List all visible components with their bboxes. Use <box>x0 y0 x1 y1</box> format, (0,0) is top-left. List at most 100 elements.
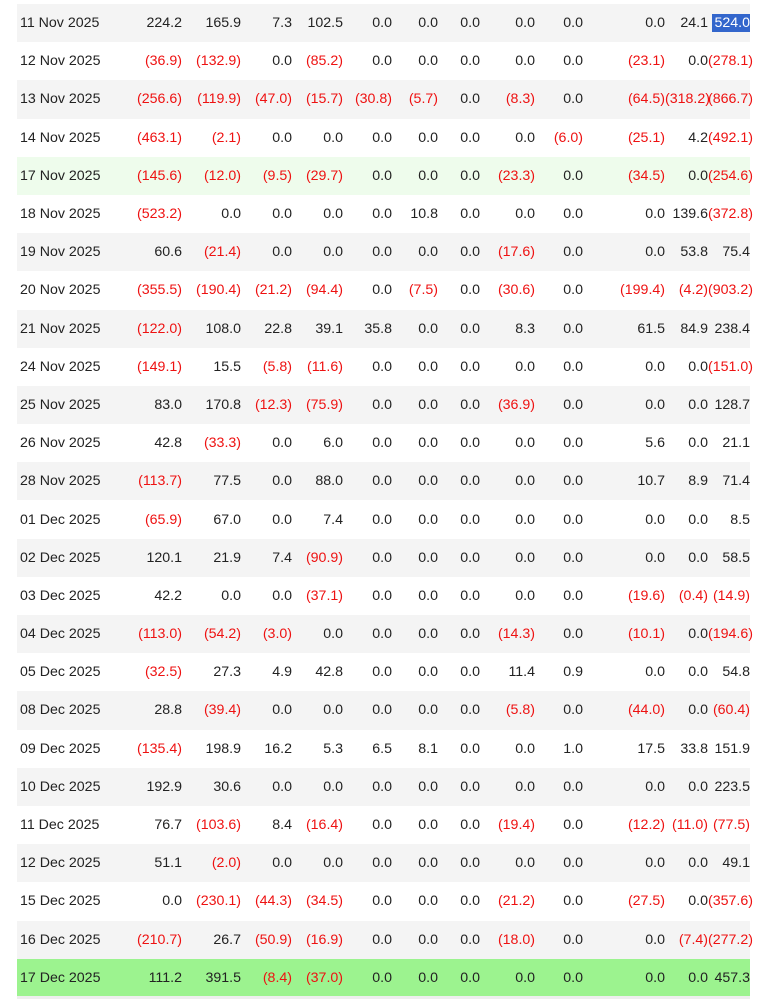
value-cell[interactable]: 0.0 <box>418 129 438 146</box>
value-cell[interactable]: 1.0 <box>563 740 583 757</box>
value-cell[interactable]: 0.0 <box>563 435 583 452</box>
value-cell[interactable]: 0.0 <box>515 855 535 872</box>
value-cell[interactable]: 84.9 <box>680 320 708 337</box>
value-cell[interactable]: (135.4) <box>137 740 182 757</box>
value-cell[interactable]: (23.1) <box>627 53 665 70</box>
value-cell[interactable]: (463.1) <box>137 129 182 146</box>
value-cell[interactable]: 0.0 <box>688 626 708 643</box>
value-cell[interactable]: 0.0 <box>460 702 480 719</box>
table-row[interactable]: 03 Dec 2025 42.2 0.0 0.0 (37.1) 0.0 0.0 0.0 0.0 0… <box>17 576 750 615</box>
value-cell[interactable]: (3.0) <box>262 626 292 643</box>
value-cell[interactable]: 0.0 <box>272 244 292 261</box>
value-cell[interactable]: (15.7) <box>305 91 343 108</box>
value-cell[interactable]: (190.4) <box>196 282 241 299</box>
value-cell[interactable]: (27.5) <box>627 893 665 910</box>
value-cell[interactable]: 238.4 <box>714 320 750 337</box>
value-cell[interactable]: 0.0 <box>688 358 708 375</box>
table-row[interactable]: 15 Dec 2025 0.0 (230.1) (44.3) (34.5) 0.0 0.0 0… <box>17 882 753 921</box>
value-cell[interactable]: (77.5) <box>712 817 750 834</box>
value-cell[interactable]: (30.6) <box>497 282 535 299</box>
value-cell[interactable]: (492.1) <box>708 129 753 146</box>
value-cell[interactable]: 0.0 <box>460 817 480 834</box>
value-cell[interactable]: 0.0 <box>563 91 583 108</box>
value-cell[interactable]: (25.1) <box>627 129 665 146</box>
value-cell[interactable]: 0.0 <box>372 129 392 146</box>
value-cell[interactable]: 0.0 <box>372 549 392 566</box>
value-cell[interactable]: 0.0 <box>460 931 480 948</box>
table-row[interactable]: 08 Dec 2025 28.8 (39.4) 0.0 0.0 0.0 0.0 0.0 (5.8… <box>17 691 750 730</box>
value-cell[interactable]: 0.0 <box>372 664 392 681</box>
value-cell[interactable]: 28.8 <box>154 702 182 719</box>
value-cell[interactable]: 27.3 <box>213 664 241 681</box>
value-cell[interactable]: 4.9 <box>272 664 292 681</box>
value-cell[interactable]: 30.6 <box>213 778 241 795</box>
value-cell[interactable]: (355.5) <box>137 282 182 299</box>
value-cell[interactable]: (9.5) <box>262 167 292 184</box>
value-cell[interactable]: 7.3 <box>272 15 292 32</box>
value-cell[interactable]: 53.8 <box>680 244 708 261</box>
value-cell[interactable]: 0.0 <box>460 969 480 986</box>
date-cell[interactable]: 25 Nov 2025 <box>20 396 101 413</box>
value-cell[interactable]: 0.0 <box>460 282 480 299</box>
value-cell[interactable]: (12.0) <box>203 167 241 184</box>
value-cell[interactable]: 0.0 <box>688 664 708 681</box>
value-cell[interactable]: 0.0 <box>688 702 708 719</box>
value-cell[interactable]: (44.3) <box>254 893 292 910</box>
value-cell[interactable]: 61.5 <box>637 320 665 337</box>
value-cell[interactable]: 49.1 <box>722 855 750 872</box>
value-cell[interactable]: 8.1 <box>418 740 438 757</box>
value-cell[interactable]: 16.2 <box>264 740 292 757</box>
value-cell[interactable]: (103.6) <box>196 817 241 834</box>
value-cell[interactable]: 0.0 <box>418 167 438 184</box>
date-cell[interactable]: 02 Dec 2025 <box>20 549 101 566</box>
value-cell[interactable]: 0.0 <box>563 320 583 337</box>
value-cell[interactable]: (523.2) <box>137 206 182 223</box>
selected-value-cell[interactable]: 524.0 <box>708 4 750 42</box>
date-cell[interactable]: 05 Dec 2025 <box>20 664 101 681</box>
value-cell[interactable]: 42.2 <box>154 587 182 604</box>
value-cell[interactable]: 0.0 <box>563 778 583 795</box>
table-row[interactable]: 05 Dec 2025 (32.5) 27.3 4.9 42.8 0.0 0.0 0.0 11.… <box>17 653 750 692</box>
value-cell[interactable]: 17.5 <box>637 740 665 757</box>
value-cell[interactable]: 0.0 <box>418 969 438 986</box>
table-row[interactable]: 18 Nov 2025 (523.2) 0.0 0.0 0.0 0.0 10.8 0.0 0.0… <box>17 194 753 234</box>
value-cell[interactable]: 0.0 <box>418 53 438 70</box>
value-cell[interactable]: 0.0 <box>418 702 438 719</box>
table-row[interactable]: 01 Dec 2025 (65.9) 67.0 0.0 7.4 0.0 0.0 0.0 0.0 0… <box>17 500 750 539</box>
value-cell[interactable]: (132.9) <box>196 53 241 70</box>
value-cell[interactable]: 0.0 <box>688 969 708 986</box>
value-cell[interactable]: 0.0 <box>563 702 583 719</box>
value-cell[interactable]: 0.0 <box>372 244 392 261</box>
table-row[interactable]: 12 Dec 2025 51.1 (2.0) 0.0 0.0 0.0 0.0 0.0 0.0 0.… <box>17 844 750 883</box>
date-cell[interactable]: 26 Nov 2025 <box>20 435 101 452</box>
value-cell[interactable]: 0.0 <box>563 587 583 604</box>
value-cell[interactable]: 0.0 <box>372 282 392 299</box>
date-cell[interactable]: 04 Dec 2025 <box>20 626 101 643</box>
value-cell[interactable]: 0.0 <box>418 549 438 566</box>
value-cell[interactable]: 0.0 <box>372 396 392 413</box>
value-cell[interactable]: 457.3 <box>714 969 750 986</box>
table-row[interactable]: 04 Dec 2025 (113.0) (54.2) (3.0) 0.0 0.0 0.0 0.… <box>17 615 753 654</box>
value-cell[interactable]: 0.0 <box>688 549 708 566</box>
value-cell[interactable]: (199.4) <box>620 282 665 299</box>
value-cell[interactable]: 0.0 <box>272 855 292 872</box>
value-cell[interactable]: 0.0 <box>460 511 480 528</box>
value-cell[interactable]: 8.5 <box>730 511 750 528</box>
value-cell[interactable]: 58.5 <box>722 549 750 566</box>
value-cell[interactable]: (11.0) <box>671 817 708 834</box>
value-cell[interactable]: 0.0 <box>418 511 438 528</box>
value-cell[interactable]: 0.0 <box>460 473 480 490</box>
table-row[interactable]: 10 Dec 2025 192.9 30.6 0.0 0.0 0.0 0.0 0.0 0.0 0.… <box>17 767 750 806</box>
value-cell[interactable]: 0.0 <box>323 778 343 795</box>
value-cell[interactable]: 0.0 <box>272 53 292 70</box>
value-cell[interactable]: 0.0 <box>563 931 583 948</box>
value-cell[interactable]: 0.0 <box>688 167 708 184</box>
value-cell[interactable]: 71.4 <box>722 473 750 490</box>
value-cell[interactable]: 0.0 <box>372 587 392 604</box>
value-cell[interactable]: 83.0 <box>154 396 182 413</box>
value-cell[interactable]: 0.0 <box>563 53 583 70</box>
date-cell[interactable]: 09 Dec 2025 <box>20 740 101 757</box>
value-cell[interactable]: 0.0 <box>563 396 583 413</box>
value-cell[interactable]: 0.0 <box>645 244 665 261</box>
table-row[interactable]: 16 Dec 2025 (210.7) 26.7 (50.9) (16.9) 0.0 0.0… <box>17 920 753 959</box>
